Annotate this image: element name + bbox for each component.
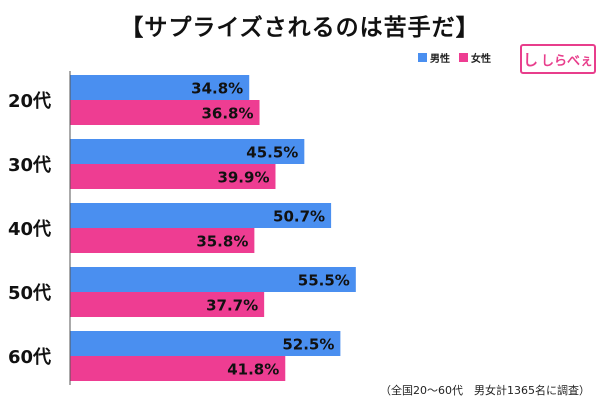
- bar-male: [70, 139, 305, 164]
- legend-label-male: 男性: [430, 54, 450, 65]
- value-label-female: 35.8%: [196, 233, 248, 251]
- value-label-male: 52.5%: [282, 336, 334, 354]
- category-label: 20代: [8, 91, 51, 112]
- footnote: （全国20～60代 男女計1365名に調査）: [380, 384, 590, 397]
- value-label-male: 50.7%: [273, 208, 325, 226]
- bar-female: [70, 100, 260, 125]
- bar-female: [70, 164, 276, 189]
- legend-swatch-male: [418, 53, 427, 62]
- value-label-male: 45.5%: [246, 144, 298, 162]
- legend-label-female: 女性: [471, 54, 491, 65]
- category-label: 50代: [8, 283, 51, 304]
- legend: 男性 女性: [418, 50, 491, 65]
- value-label-male: 55.5%: [298, 272, 350, 290]
- bar-female: [70, 292, 265, 317]
- bar-male: [70, 203, 332, 228]
- value-label-female: 37.7%: [206, 297, 258, 315]
- legend-item-female: 女性: [459, 50, 491, 65]
- legend-swatch-female: [459, 53, 468, 62]
- bar-male: [70, 267, 356, 292]
- legend-item-male: 男性: [418, 50, 450, 65]
- brand-name: しらべぇ: [541, 53, 594, 69]
- bar-male: [70, 331, 341, 356]
- category-label: 60代: [8, 347, 51, 368]
- bar-male: [70, 75, 250, 100]
- category-label: 30代: [8, 155, 51, 176]
- bar-female: [70, 356, 286, 381]
- brand-logo: し しらべぇ: [520, 44, 596, 74]
- brand-mark-icon: し: [522, 50, 538, 69]
- chart-title: 【サプライズされるのは苦手だ】: [120, 15, 480, 41]
- value-label-male: 34.8%: [191, 80, 243, 98]
- value-label-female: 41.8%: [227, 361, 279, 379]
- value-label-female: 36.8%: [201, 105, 253, 123]
- bar-female: [70, 228, 255, 253]
- category-label: 40代: [8, 219, 51, 240]
- value-label-female: 39.9%: [217, 169, 269, 187]
